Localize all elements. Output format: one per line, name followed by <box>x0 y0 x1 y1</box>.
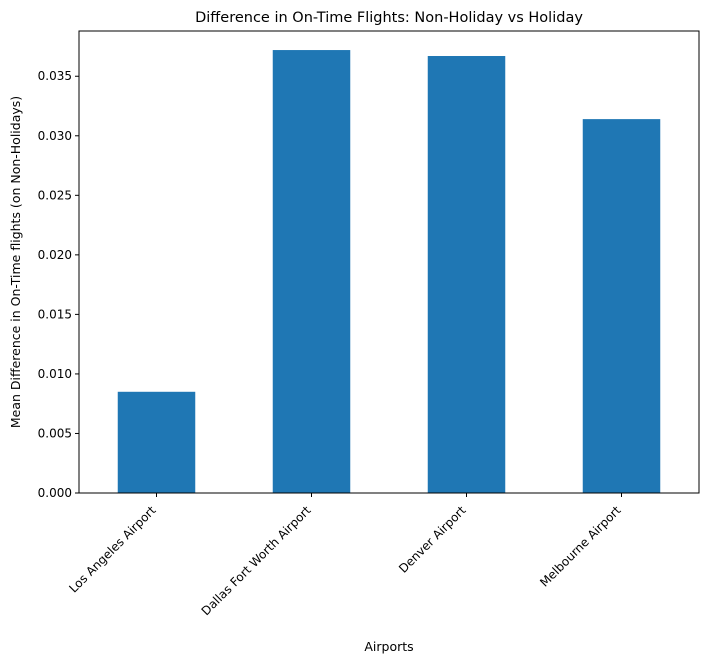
x-tick-label: Los Angeles Airport <box>66 503 159 596</box>
x-axis-label: Airports <box>364 639 413 654</box>
y-tick-label: 0.015 <box>38 307 72 321</box>
plot-area: Los Angeles Airport Dallas Fort Worth Air… <box>38 50 661 618</box>
y-tick-label: 0.035 <box>38 69 72 83</box>
y-tick-label: 0.025 <box>38 188 72 202</box>
chart-title: Difference in On-Time Flights: Non-Holid… <box>195 10 583 26</box>
bar <box>427 56 506 493</box>
y-tick-label: 0.000 <box>38 486 72 500</box>
bar <box>117 391 196 493</box>
x-tick-label: Denver Airport <box>396 503 469 576</box>
x-tick-label: Dallas Fort Worth Airport <box>199 503 314 618</box>
y-tick-label: 0.005 <box>38 426 72 440</box>
bar <box>272 50 351 494</box>
x-tick-label: Melbourne Airport <box>537 503 624 590</box>
y-axis-label: Mean Difference in On-Time flights (on N… <box>8 96 23 428</box>
y-tick-label: 0.030 <box>38 129 72 143</box>
axes-frame <box>78 30 700 494</box>
bar <box>582 119 661 493</box>
y-tick-label: 0.020 <box>38 248 72 262</box>
y-tick-label: 0.010 <box>38 367 72 381</box>
